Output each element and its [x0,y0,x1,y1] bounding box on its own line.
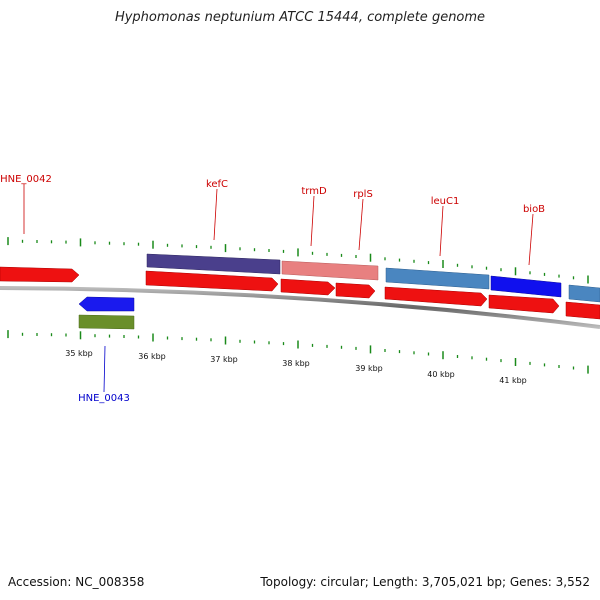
leader-HNE_0043 [103,345,106,393]
cds-HNE_0043-arrow[interactable] [78,296,135,312]
leader-trmD [310,195,315,247]
feature-kefC-bar[interactable] [146,253,281,275]
kbp-label-38: 38 kbp [282,359,310,368]
gene-label-HNE_0042[interactable]: HNE_0042 [0,174,52,185]
map-title: Hyphomonas neptunium ATCC 15444, complet… [114,10,486,25]
cds-unnamed-right-arrow[interactable] [565,301,600,320]
kbp-label-41: 41 kbp [499,376,527,385]
kbp-label-39: 39 kbp [355,364,383,373]
cds-leuC1-arrow[interactable] [384,286,488,307]
kbp-label-40: 40 kbp [427,370,455,379]
leader-bioB [528,213,534,266]
cds-bioB-arrow[interactable] [488,294,560,314]
gene-label-bioB[interactable]: bioB [523,204,545,215]
feature-unnamed-right-bar[interactable] [568,284,600,303]
feature-bioB-bar[interactable] [490,275,562,298]
kbp-label-36: 36 kbp [138,352,166,361]
leader-kefC [213,188,218,241]
genome-backbone [0,286,600,329]
tick-marks-lower [7,330,589,374]
kbp-label-37: 37 kbp [210,355,238,364]
leader-leuC1 [439,205,444,257]
feature-trmD-bar[interactable] [281,260,379,281]
tick-marks-upper [7,237,589,284]
gene-label-kefC[interactable]: kefC [206,179,228,190]
gene-label-HNE_0043[interactable]: HNE_0043 [78,393,130,404]
feature-leuC1-bar[interactable] [385,267,490,290]
cds-HNE_0042-arrow[interactable] [0,266,80,283]
genome-summary-text: Topology: circular; Length: 3,705,021 bp… [260,575,590,589]
cds-rplS-arrow[interactable] [335,282,376,299]
gene-label-rplS[interactable]: rplS [353,189,373,200]
gene-label-leuC1[interactable]: leuC1 [431,196,460,207]
accession-text: Accession: NC_008358 [8,575,145,589]
cds-kefC-arrow[interactable] [145,270,279,292]
kbp-label-35: 35 kbp [65,349,93,358]
leader-rplS [358,198,364,251]
cds-trmD-arrow[interactable] [280,278,336,296]
feature-HNE_0043-bar[interactable] [78,314,135,330]
gene-label-trmD[interactable]: trmD [301,186,327,197]
